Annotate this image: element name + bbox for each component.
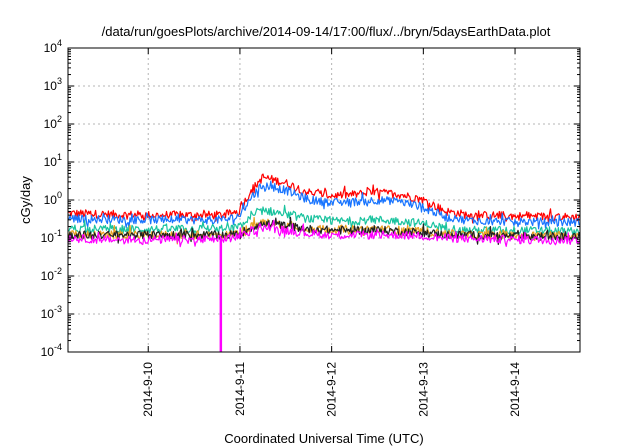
- x-tick-label: 2014-9-12: [325, 362, 339, 417]
- series-line-4: [67, 216, 581, 245]
- y-tick-label: 103: [44, 76, 62, 93]
- x-tick-label: 2014-9-13: [416, 362, 430, 417]
- series-line-5: [67, 219, 581, 248]
- chart-title: /data/run/goesPlots/archive/2014-09-14/1…: [102, 24, 551, 39]
- grid-layer: [68, 48, 580, 352]
- y-tick-label: 100: [44, 190, 62, 207]
- x-tick-label: 2014-9-10: [141, 362, 155, 417]
- series-layer: [67, 173, 581, 352]
- y-tick-label: 104: [44, 38, 62, 55]
- tick-layer: 10-4 10-3 10-2 10-1 100 101 102 103 104 2014-9-10…: [41, 38, 580, 417]
- y-tick-label: 10-3: [41, 304, 62, 321]
- x-tick-label: 2014-9-14: [508, 362, 522, 417]
- x-axis-title: Coordinated Universal Time (UTC): [224, 431, 423, 446]
- y-tick-label: 10-2: [41, 266, 62, 283]
- y-axis-title: cGy/day: [18, 176, 33, 224]
- y-tick-label: 10-1: [41, 228, 62, 245]
- series-line-0: [67, 173, 581, 224]
- x-tick-label: 2014-9-11: [233, 362, 247, 416]
- y-tick-label: 102: [44, 114, 62, 131]
- y-tick-label: 10-4: [41, 342, 62, 359]
- series-line-2: [67, 204, 581, 238]
- series-line-1: [67, 180, 581, 230]
- y-tick-label: 101: [44, 152, 62, 169]
